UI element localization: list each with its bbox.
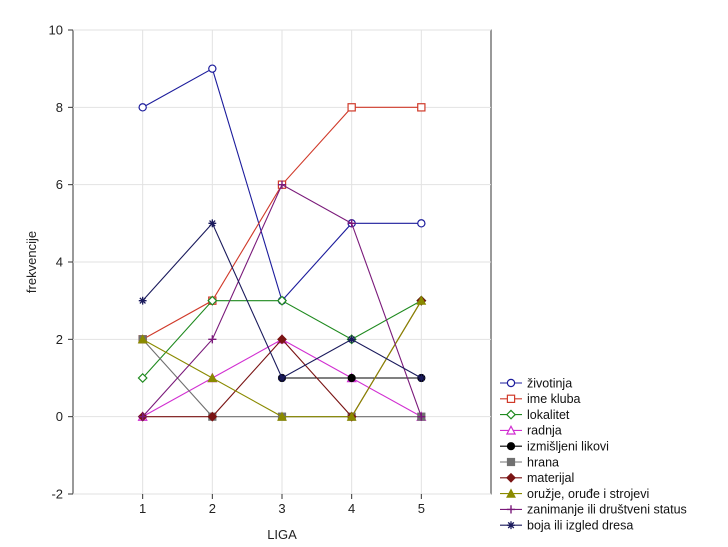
- legend-item-boja-ili-izgled-dresa: boja ili izgled dresa: [500, 519, 633, 533]
- legend-item-izmisljeni-likovi: izmišljeni likovi: [500, 440, 609, 454]
- legend: životinja ime kluba lokalitet radnja izmišlj…: [500, 376, 687, 533]
- x-tick-label: 5: [418, 501, 425, 516]
- data-point: [277, 411, 287, 421]
- y-tick-label: 0: [56, 409, 63, 424]
- data-point: [208, 335, 217, 344]
- data-point: [417, 412, 426, 421]
- legend-item-hrana: hrana: [500, 455, 559, 469]
- x-tick-label: 3: [278, 501, 285, 516]
- legend-label: izmišljeni likovi: [527, 440, 609, 454]
- data-point: [207, 411, 218, 422]
- legend-marker: [506, 442, 516, 451]
- legend-item-radnja: radnja: [500, 424, 562, 438]
- data-point: [416, 295, 427, 305]
- legend-item-materijal: materijal: [500, 471, 574, 485]
- legend-label: ime kluba: [527, 392, 581, 406]
- x-tick-labels: 1 2 3 4 5: [139, 501, 425, 516]
- legend-item-lokalitet: lokalitet: [500, 408, 570, 422]
- data-point: [347, 103, 356, 112]
- legend-item-zivotinja: životinja: [500, 376, 572, 390]
- series-group: [137, 64, 427, 422]
- data-point: [276, 295, 288, 306]
- data-point: [137, 334, 148, 344]
- series-boja-ili-izgled-dresa: [138, 219, 426, 382]
- legend-marker: [506, 472, 516, 483]
- y-tick-label: 10: [49, 23, 63, 38]
- legend-item-zanimanje-ili-drustveni-status: zanimanje ili društveni status: [500, 503, 687, 517]
- legend-label: hrana: [527, 455, 559, 469]
- y-tick-label: 6: [56, 177, 63, 192]
- data-point: [138, 296, 147, 305]
- legend-marker: [507, 521, 515, 530]
- data-point: [208, 219, 217, 228]
- data-point: [347, 219, 356, 228]
- legend-label: materijal: [527, 471, 574, 485]
- legend-marker: [506, 457, 516, 467]
- x-axis-label: LIGA: [267, 527, 297, 542]
- y-axis-label: frekvencije: [24, 231, 39, 293]
- legend-marker: [506, 488, 516, 498]
- data-point: [347, 373, 356, 383]
- legend-marker: [505, 409, 517, 420]
- data-point: [417, 219, 426, 228]
- data-point: [417, 103, 426, 112]
- y-tick-label: 2: [56, 332, 63, 347]
- data-point: [138, 412, 147, 421]
- data-point: [278, 374, 286, 382]
- legend-item-ime-kluba: ime kluba: [500, 392, 581, 406]
- x-tick-label: 2: [209, 501, 216, 516]
- legend-label: oružje, oruđe i strojevi: [527, 487, 649, 501]
- y-tick-label: 8: [56, 100, 63, 115]
- series-zanimanje-ili-drustveni-status: [138, 180, 426, 421]
- data-point: [207, 295, 218, 306]
- data-point: [207, 372, 218, 383]
- x-tick-label: 1: [139, 501, 146, 516]
- data-point: [417, 374, 426, 382]
- legend-label: radnja: [527, 424, 562, 438]
- y-tick-labels: -2 0 2 4 6 8 10: [49, 23, 63, 502]
- legend-marker: [505, 425, 517, 435]
- data-point: [277, 334, 287, 345]
- legend-marker: [506, 378, 516, 388]
- data-point: [277, 180, 287, 189]
- legend-label: životinja: [527, 376, 572, 390]
- legend-label: boja ili izgled dresa: [527, 519, 633, 533]
- legend-label: lokalitet: [527, 408, 570, 422]
- y-tick-label: -2: [51, 487, 63, 502]
- legend-item-oruzje-orude-i-strojevi: oružje, oruđe i strojevi: [500, 487, 649, 501]
- data-point: [346, 411, 357, 421]
- legend-marker: [506, 394, 516, 404]
- x-tick-label: 4: [348, 501, 355, 516]
- data-point: [137, 372, 148, 384]
- legend-label: zanimanje ili društveni status: [527, 503, 687, 517]
- data-point: [347, 335, 356, 344]
- data-point: [138, 103, 147, 112]
- data-point: [208, 64, 217, 73]
- y-tick-label: 4: [56, 255, 63, 270]
- legend-marker: [506, 505, 516, 514]
